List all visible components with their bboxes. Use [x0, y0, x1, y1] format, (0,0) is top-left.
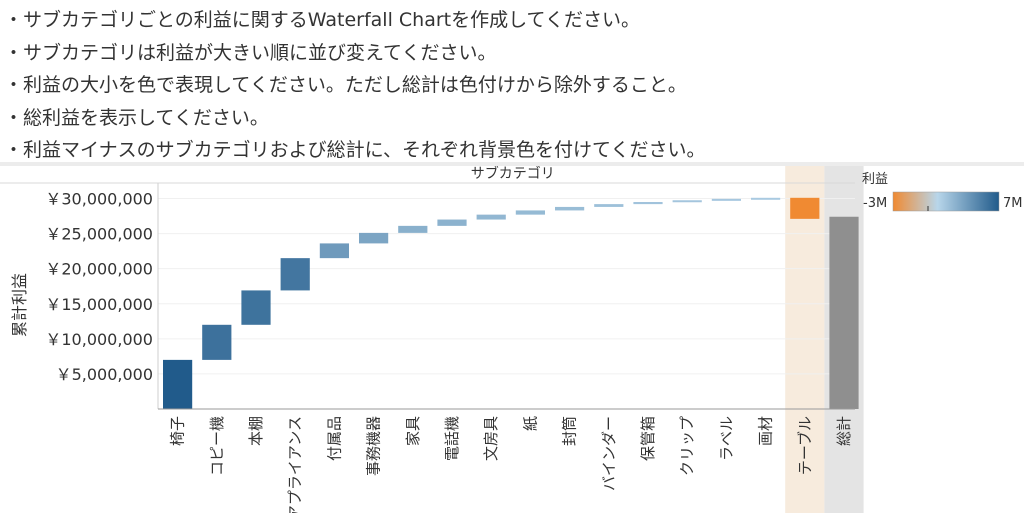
- waterfall-bar: [476, 214, 506, 220]
- x-category-label: アプライアンス: [286, 416, 304, 513]
- x-category-label: 電話機: [443, 416, 461, 461]
- x-category-label: 事務機器: [365, 416, 383, 476]
- waterfall-bar: [633, 202, 663, 205]
- waterfall-bar: [202, 324, 232, 360]
- waterfall-bar: [398, 225, 428, 233]
- x-category-label: 付属品: [325, 416, 343, 461]
- y-tick-label: ￥20,000,000: [45, 260, 153, 279]
- negative-band: [785, 166, 825, 513]
- instruction-item: ・総利益を表示してください。: [4, 106, 269, 129]
- legend-min-label: -3M: [863, 196, 887, 211]
- y-axis-title: 累計利益: [10, 273, 29, 337]
- instruction-item: ・サブカテゴリは利益が大きい順に並び変えてください。: [4, 41, 497, 64]
- waterfall-chart: サブカテゴリ ￥5,000,000 ￥10,000,000 ￥15,000,000 ￥…: [0, 166, 1023, 513]
- x-category-label: 封筒: [561, 416, 579, 446]
- instruction-list: ・サブカテゴリごとの利益に関するWaterfall Chartを作成してください…: [4, 4, 705, 167]
- waterfall-bar: [280, 258, 310, 291]
- x-category-label: 本棚: [247, 416, 265, 446]
- x-category-label: 総計: [835, 416, 853, 446]
- total-bar: [829, 216, 859, 409]
- chart-title: サブカテゴリ: [471, 166, 555, 182]
- x-category-label: ラベル: [717, 416, 735, 461]
- x-category-label: 保管箱: [639, 416, 657, 461]
- x-category-label: 家具: [404, 416, 422, 446]
- instruction-item: ・利益の大小を色で表現してください。ただし総計は色付けから除外すること。: [4, 74, 687, 96]
- x-category-label: 画材: [757, 416, 775, 446]
- waterfall-bar: [751, 197, 781, 200]
- instruction-item: ・利益マイナスのサブカテゴリおよび総計に、それぞれ背景色を付けてください。: [4, 139, 706, 161]
- waterfall-bar: [594, 204, 624, 207]
- y-tick-label: ￥5,000,000: [56, 365, 153, 384]
- x-category-label: バインダー: [600, 416, 618, 491]
- section-divider: [0, 162, 1024, 166]
- x-category-label: 紙: [521, 416, 539, 431]
- waterfall-bar: [359, 232, 389, 244]
- y-tick-label: ￥10,000,000: [45, 330, 153, 349]
- x-category-label: コピー機: [208, 416, 226, 476]
- y-tick-label: ￥25,000,000: [45, 225, 153, 244]
- instruction-item: ・サブカテゴリごとの利益に関するWaterfall Chartを作成してください…: [4, 9, 640, 31]
- legend-color-ramp: [892, 191, 1000, 212]
- legend-max-label: 7M: [1003, 196, 1023, 211]
- waterfall-bar: [790, 197, 820, 219]
- waterfall-bar: [319, 243, 349, 259]
- x-category-label: 文房具: [482, 416, 500, 461]
- waterfall-bar: [437, 219, 467, 226]
- x-category-label: クリップ: [678, 416, 696, 476]
- y-tick-label: ￥15,000,000: [45, 295, 153, 314]
- waterfall-bar: [711, 198, 741, 201]
- waterfall-bar: [515, 210, 545, 215]
- waterfall-bar: [241, 290, 271, 325]
- y-tick-label: ￥30,000,000: [45, 190, 153, 209]
- x-category-label: 椅子: [169, 416, 187, 446]
- waterfall-bar: [163, 359, 193, 409]
- waterfall-bar: [672, 200, 702, 203]
- x-category-label: テーブル: [796, 416, 814, 475]
- waterfall-bar: [555, 206, 585, 211]
- legend-title: 利益: [862, 172, 888, 187]
